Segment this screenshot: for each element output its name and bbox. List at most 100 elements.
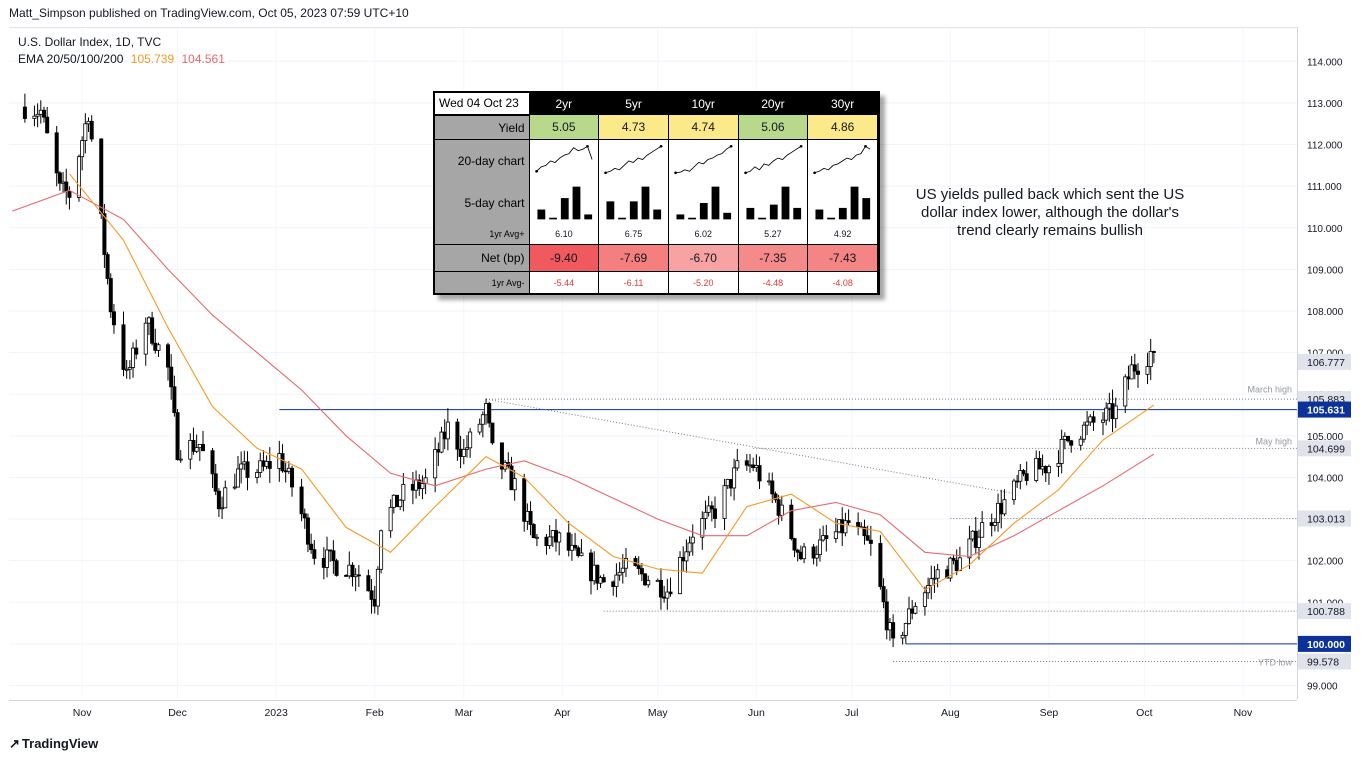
- candle-body: [744, 460, 749, 466]
- bar-5day: [630, 201, 638, 220]
- bar-5day: [862, 197, 871, 220]
- candle-body: [420, 483, 425, 490]
- net-row: Net (bp) -9.40 -7.69 -6.70 -7.35 -7.43: [435, 244, 878, 273]
- candle-body: [884, 601, 889, 631]
- candle-body: [258, 460, 263, 473]
- price-label-bg: [1298, 653, 1351, 670]
- candle-body: [620, 567, 625, 573]
- candle-body: [846, 520, 851, 523]
- avg-minus-cell: -4.08: [807, 271, 878, 293]
- sparkline-path: [605, 146, 662, 174]
- tradingview-logo[interactable]: ↗ TradingView: [9, 736, 98, 752]
- candle-body: [499, 442, 504, 470]
- price-axis[interactable]: [1297, 27, 1356, 699]
- candle-body: [210, 450, 215, 475]
- bar-5day: [746, 207, 754, 220]
- candle-body: [175, 412, 180, 460]
- candle-body: [913, 606, 918, 614]
- candle-body: [22, 106, 27, 119]
- candle-body: [881, 586, 886, 603]
- yield-row: Yield 5.05 4.73 4.74 5.06 4.86: [435, 114, 878, 141]
- candle-body: [684, 551, 689, 562]
- bar-5day: [536, 209, 545, 220]
- candle-body: [108, 278, 113, 313]
- candle-body: [305, 517, 310, 545]
- candle-body: [598, 577, 603, 584]
- y-tick-label: 99.000: [1307, 682, 1338, 693]
- candle-body: [255, 472, 260, 478]
- candle-body: [54, 132, 59, 174]
- bar-5day: [815, 209, 824, 220]
- chart20-label: 20-day chart: [435, 139, 530, 182]
- candle-body: [948, 557, 953, 579]
- x-tick-label: Nov: [1234, 707, 1253, 719]
- candle-body: [658, 579, 663, 598]
- y-tick-label: 104.000: [1307, 473, 1344, 484]
- candle-body: [531, 524, 536, 539]
- candle-body: [795, 549, 800, 553]
- avg-plus-row: 1yr Avg+ 6.10 6.75 6.02 5.27 4.92: [435, 223, 878, 245]
- candle-body: [989, 522, 994, 526]
- candle-body: [213, 473, 218, 492]
- candle-body: [312, 549, 317, 559]
- candle-body: [388, 506, 393, 532]
- price-label-bg: [1298, 603, 1351, 620]
- candle-body: [837, 519, 842, 533]
- candle-body: [623, 558, 628, 569]
- bar-5day: [653, 209, 662, 220]
- avg-minus-cell: -4.48: [738, 271, 809, 293]
- candle-body: [67, 190, 72, 198]
- price-label: 104.699: [1307, 443, 1345, 455]
- candle-body: [573, 544, 578, 549]
- price-label: 100.000: [1307, 639, 1345, 651]
- candle-body: [722, 485, 727, 519]
- candle-body: [1059, 438, 1064, 464]
- y-tick-label: 110.000: [1307, 224, 1343, 235]
- avg-plus-label: 1yr Avg+: [435, 223, 530, 245]
- candle-body: [595, 564, 600, 584]
- net-cell: -9.40: [529, 244, 600, 273]
- candle-body: [1151, 351, 1156, 353]
- candle-body: [197, 443, 202, 449]
- chart-pane[interactable]: [9, 27, 1297, 701]
- y-tick-label: 108.000: [1307, 307, 1344, 318]
- candle-body: [235, 468, 240, 488]
- candle-body: [713, 508, 718, 519]
- price-label: 99.578: [1307, 656, 1339, 668]
- candle-body: [1132, 364, 1137, 372]
- candle-body: [178, 458, 183, 461]
- candle-body: [776, 499, 781, 516]
- candle-body: [662, 596, 667, 599]
- avg-minus-cell: -5.20: [668, 271, 739, 293]
- candle-body: [146, 317, 151, 324]
- candle-body: [856, 522, 861, 528]
- sparkline-high: [659, 145, 663, 148]
- candle-body: [554, 530, 559, 543]
- candle-body: [840, 519, 845, 534]
- candle-body: [455, 421, 460, 450]
- y-tick-label: 112.000: [1307, 141, 1343, 152]
- candle-body: [127, 367, 132, 370]
- candle-body: [369, 590, 374, 600]
- candle-body: [433, 449, 438, 479]
- candle-body: [929, 578, 934, 586]
- candle-body: [143, 322, 148, 355]
- candle-body: [976, 536, 981, 548]
- candle-body: [414, 479, 419, 491]
- candle-body: [1046, 466, 1051, 474]
- candle-body: [61, 181, 66, 184]
- candle-body: [245, 461, 250, 478]
- candle-body: [655, 579, 660, 582]
- candle-body: [891, 622, 896, 639]
- candle-body: [45, 116, 50, 134]
- sparkline-20day: [598, 139, 669, 182]
- candle-body: [261, 460, 266, 467]
- candle-body: [286, 467, 291, 472]
- candle-body: [550, 530, 555, 538]
- x-tick-label: Apr: [554, 707, 571, 719]
- candle-body: [468, 431, 473, 449]
- trend-line: [485, 398, 1018, 495]
- candle-body: [751, 464, 756, 469]
- candle-body: [967, 538, 972, 559]
- candle-body: [1085, 421, 1090, 426]
